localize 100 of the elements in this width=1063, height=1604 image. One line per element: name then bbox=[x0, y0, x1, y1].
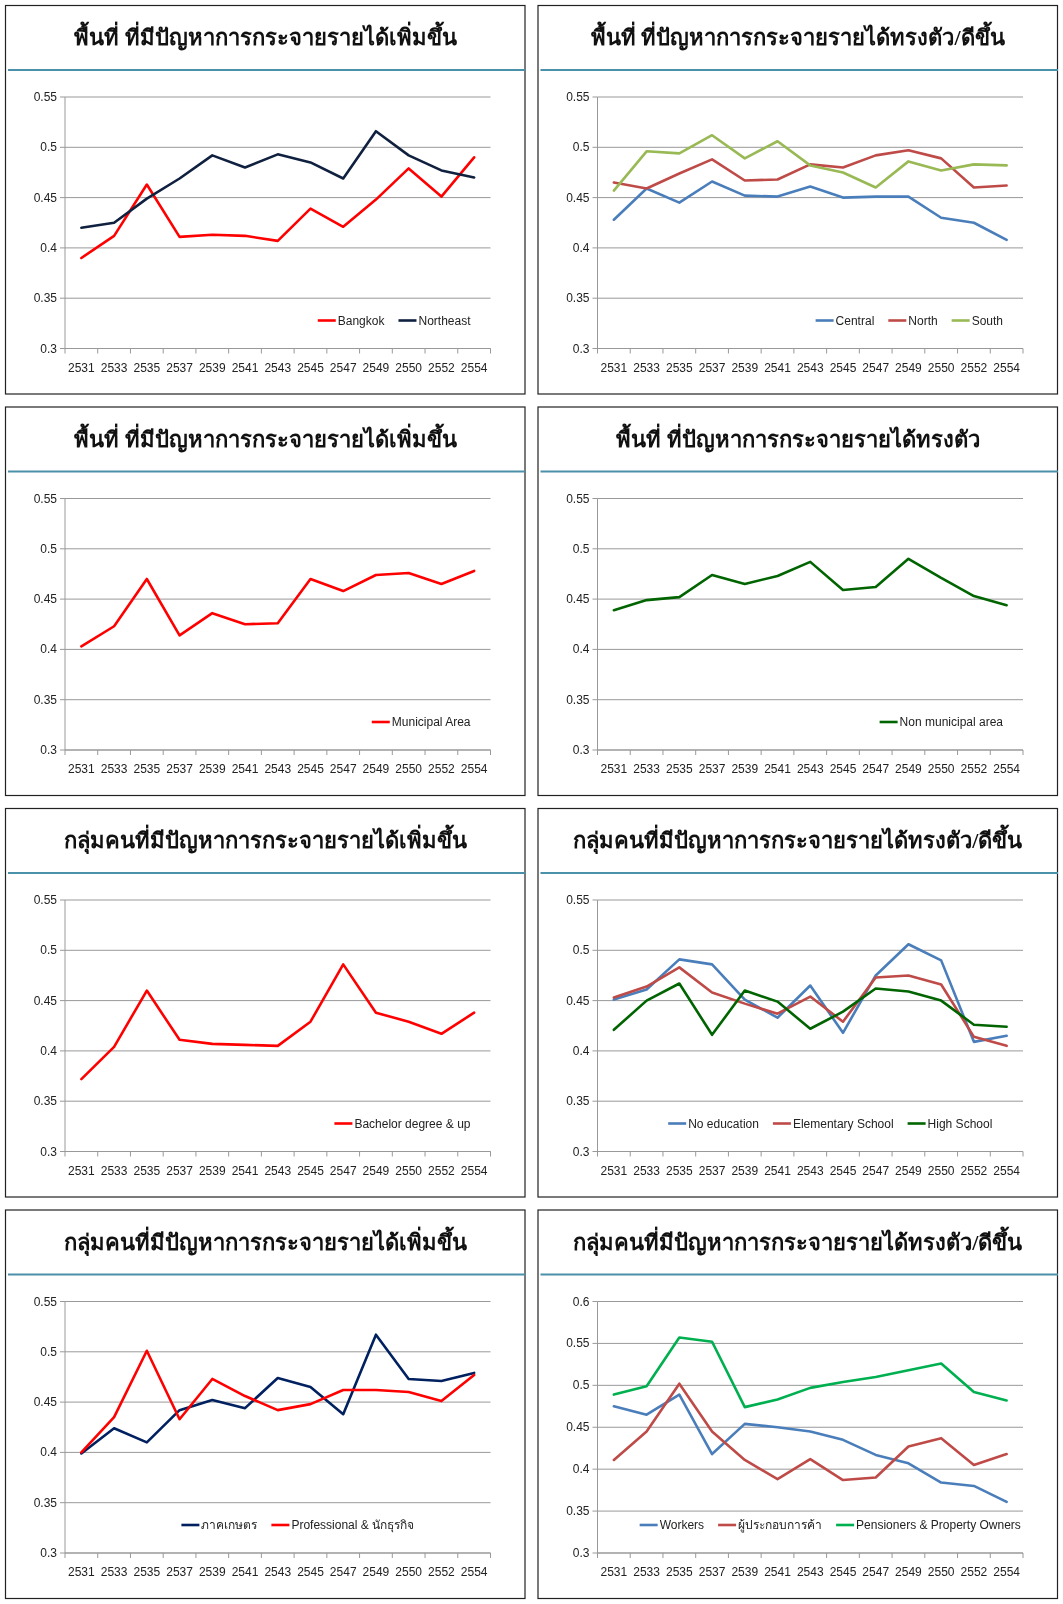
y-tick-label: 0.45 bbox=[566, 190, 590, 205]
y-tick-label: 0.55 bbox=[33, 1294, 58, 1309]
x-tick-label: 2537 bbox=[698, 1565, 726, 1579]
y-tick-label: 0.45 bbox=[33, 1395, 58, 1410]
x-tick-label: 2550 bbox=[395, 762, 423, 776]
legend-label: No education bbox=[688, 1116, 759, 1131]
x-tick-label: 2541 bbox=[764, 1163, 792, 1178]
x-tick-label: 2545 bbox=[829, 1163, 857, 1178]
legend-label: Central bbox=[835, 313, 875, 328]
x-tick-label: 2554 bbox=[993, 1565, 1021, 1579]
x-tick-label: 2550 bbox=[927, 1163, 955, 1178]
x-tick-label: 2543 bbox=[264, 1565, 292, 1579]
y-tick-label: 0.5 bbox=[40, 1344, 58, 1359]
y-tick-label: 0.5 bbox=[572, 943, 590, 958]
x-tick-label: 2554 bbox=[993, 360, 1021, 375]
x-tick-label: 2541 bbox=[231, 360, 259, 375]
x-tick-label: 2554 bbox=[460, 1163, 488, 1178]
legend: Bachelor degree & up bbox=[334, 1116, 471, 1131]
x-tick-label: 2545 bbox=[297, 1565, 325, 1579]
x-tick-label: 2539 bbox=[731, 1565, 759, 1579]
x-tick-label: 2552 bbox=[960, 1565, 988, 1579]
y-tick-label: 0.45 bbox=[33, 993, 58, 1008]
x-tick-label: 2535 bbox=[665, 1565, 693, 1579]
x-tick-label: 2549 bbox=[895, 762, 923, 776]
x-tick-label: 2547 bbox=[862, 1163, 890, 1178]
x-tick-label: 2552 bbox=[960, 1163, 988, 1178]
x-tick-label: 2545 bbox=[829, 1565, 857, 1579]
y-tick-label: 0.3 bbox=[40, 1144, 58, 1159]
legend: Non municipal area bbox=[879, 715, 1003, 729]
x-tick-label: 2541 bbox=[231, 1163, 259, 1178]
x-tick-label: 2547 bbox=[862, 1565, 890, 1579]
x-tick-label: 2533 bbox=[100, 1163, 128, 1178]
y-tick-label: 0.3 bbox=[40, 1546, 58, 1560]
x-tick-label: 2549 bbox=[362, 1163, 390, 1178]
chart-title: กลุ่มคนที่มีปัญหาการกระจายรายได้ทรงตัว/ดีขึ้น bbox=[573, 1225, 1023, 1257]
x-tick-label: 2537 bbox=[166, 1163, 194, 1178]
x-tick-label: 2537 bbox=[698, 762, 726, 776]
y-tick-label: 0.55 bbox=[566, 90, 590, 104]
x-tick-label: 2543 bbox=[796, 1565, 824, 1579]
x-tick-label: 2552 bbox=[960, 762, 988, 776]
chart-title: พื้นที่ ที่ปัญหาการกระจายรายได้ทรงตัว bbox=[616, 422, 980, 453]
x-tick-label: 2543 bbox=[796, 762, 824, 776]
y-tick-label: 0.35 bbox=[566, 1504, 590, 1519]
y-tick-label: 0.5 bbox=[40, 541, 58, 556]
legend: Municipal Area bbox=[371, 715, 471, 729]
x-tick-label: 2547 bbox=[329, 1565, 357, 1579]
x-tick-label: 2537 bbox=[166, 762, 194, 776]
y-tick-label: 0.35 bbox=[33, 1094, 58, 1109]
x-tick-label: 2539 bbox=[198, 360, 226, 375]
x-tick-label: 2552 bbox=[428, 360, 456, 375]
x-tick-label: 2531 bbox=[600, 360, 628, 375]
x-tick-label: 2545 bbox=[297, 762, 325, 776]
x-tick-label: 2547 bbox=[329, 1163, 357, 1178]
x-tick-label: 2541 bbox=[764, 1565, 792, 1579]
y-tick-label: 0.5 bbox=[572, 140, 590, 155]
x-tick-label: 2554 bbox=[460, 360, 488, 375]
x-tick-label: 2535 bbox=[133, 1565, 161, 1579]
x-tick-label: 2531 bbox=[68, 360, 96, 375]
legend-label: Bangkok bbox=[337, 313, 386, 328]
y-tick-label: 0.35 bbox=[566, 692, 590, 707]
x-tick-label: 2539 bbox=[731, 762, 759, 776]
x-tick-label: 2537 bbox=[166, 360, 194, 375]
x-tick-label: 2539 bbox=[198, 1565, 226, 1579]
y-tick-label: 0.45 bbox=[33, 190, 58, 205]
y-tick-label: 0.55 bbox=[33, 893, 58, 907]
legend-label: Pensioners & Property Owners bbox=[856, 1518, 1021, 1532]
x-tick-label: 2549 bbox=[895, 360, 923, 375]
x-tick-label: 2533 bbox=[100, 762, 128, 776]
x-tick-label: 2541 bbox=[231, 1565, 259, 1579]
y-tick-label: 0.4 bbox=[40, 240, 58, 255]
x-tick-label: 2537 bbox=[698, 360, 726, 375]
x-tick-label: 2533 bbox=[100, 1565, 128, 1579]
y-tick-label: 0.3 bbox=[572, 1546, 590, 1560]
y-tick-label: 0.5 bbox=[572, 541, 590, 556]
x-tick-label: 2545 bbox=[297, 360, 325, 375]
x-tick-label: 2533 bbox=[100, 360, 128, 375]
x-tick-label: 2547 bbox=[329, 762, 357, 776]
y-tick-label: 0.5 bbox=[40, 140, 58, 155]
x-tick-label: 2547 bbox=[329, 360, 357, 375]
y-tick-label: 0.55 bbox=[566, 1336, 590, 1351]
legend-label: High School bbox=[927, 1116, 993, 1131]
y-tick-label: 0.4 bbox=[40, 1445, 58, 1460]
x-tick-label: 2554 bbox=[993, 1163, 1021, 1178]
chart-title: พื้นที่ ที่ปัญหาการกระจายรายได้ทรงตัว/ดีขึ้น bbox=[590, 21, 1005, 51]
y-tick-label: 0.3 bbox=[40, 341, 58, 356]
y-tick-label: 0.55 bbox=[33, 90, 58, 104]
x-tick-label: 2541 bbox=[764, 762, 792, 776]
legend-label: ผู้ประกอบการค้า bbox=[738, 1518, 823, 1533]
y-tick-label: 0.45 bbox=[566, 1420, 590, 1435]
x-tick-label: 2531 bbox=[68, 1163, 96, 1178]
x-tick-label: 2545 bbox=[829, 762, 857, 776]
x-tick-label: 2537 bbox=[166, 1565, 194, 1579]
legend-label: Elementary School bbox=[792, 1116, 894, 1131]
x-tick-label: 2550 bbox=[395, 360, 423, 375]
x-tick-label: 2531 bbox=[600, 1565, 628, 1579]
chart-title: กลุ่มคนที่มีปัญหาการกระจายรายได้เพิ่มขึ้น bbox=[63, 1225, 467, 1257]
x-tick-label: 2543 bbox=[796, 360, 824, 375]
x-tick-label: 2549 bbox=[895, 1565, 923, 1579]
legend-label: North bbox=[908, 313, 938, 328]
x-tick-label: 2531 bbox=[68, 1565, 96, 1579]
